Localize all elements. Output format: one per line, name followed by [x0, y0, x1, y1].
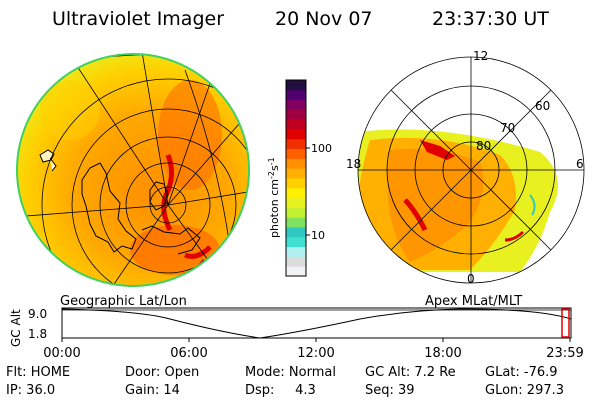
- colorbar-swatch: [286, 197, 306, 208]
- colorbar-swatch: [286, 148, 306, 159]
- colorbar-swatch: [286, 89, 306, 101]
- timeline-y-bottom: 1.8: [28, 327, 47, 341]
- apex-polar-map: 80 70 60 12 18 6 0: [346, 49, 585, 286]
- mlat-label-70: 70: [500, 121, 515, 135]
- timeline-x-tick: 23:59: [546, 346, 583, 361]
- colorbar-swatch: [286, 236, 306, 248]
- mlt-label-12: 12: [473, 49, 488, 63]
- geographic-map: [16, 53, 250, 287]
- right-map-label: Apex MLat/MLT: [425, 294, 522, 309]
- timeline-y-top: 9.0: [28, 307, 47, 321]
- current-time-marker: [561, 308, 570, 338]
- colorbar-swatch: [286, 80, 306, 91]
- colorbar-swatch: [286, 109, 306, 120]
- gain-status: Gain: 14: [125, 383, 180, 398]
- colorbar-swatch: [286, 187, 306, 199]
- colorbar-swatch: [286, 99, 306, 110]
- timeline-x-tick: 12:00: [297, 346, 334, 361]
- colorbar-swatch: [286, 168, 306, 179]
- colorbar-swatch: [286, 207, 306, 218]
- mlt-label-6: 6: [576, 157, 584, 171]
- colorbar-swatch: [286, 227, 306, 238]
- ip-status: IP: 36.0: [6, 383, 56, 398]
- colorbar-swatch: [286, 266, 306, 277]
- colorbar-swatch: [286, 158, 306, 169]
- left-map-label: Geographic Lat/Lon: [60, 294, 187, 309]
- timeline-x-tick: 06:00: [170, 346, 207, 361]
- mlt-label-0: 0: [467, 272, 475, 286]
- door-status: Door: Open: [125, 365, 200, 380]
- filter-status: Flt: HOME: [6, 365, 71, 380]
- colorbar-swatch: [286, 246, 306, 257]
- dsp-status: Dsp: 4.3: [245, 383, 316, 398]
- mlat-label-80: 80: [476, 139, 491, 153]
- colorbar-swatch: [286, 138, 306, 150]
- mlat-label-60: 60: [535, 99, 550, 113]
- gc-alt-status: GC Alt: 7.2 Re: [365, 365, 456, 380]
- colorbar-swatch: [286, 217, 306, 228]
- altitude-curve: [61, 308, 572, 339]
- instrument-title: Ultraviolet Imager: [52, 8, 225, 30]
- gc-altitude-timeline: Geographic Lat/Lon Apex MLat/MLT GC Alt …: [9, 294, 584, 361]
- observation-time: 23:37:30 UT: [432, 8, 549, 30]
- colorbar-swatch: [286, 119, 306, 130]
- colorbar-swatch: [286, 178, 306, 189]
- seq-status: Seq: 39: [365, 383, 415, 398]
- glat-status: GLat: -76.9: [485, 365, 558, 380]
- timeline-x-tick: 18:00: [424, 346, 461, 361]
- timeline-x-tick: 00:00: [43, 346, 80, 361]
- timeline-axis-label: GC Alt: [9, 309, 23, 347]
- colorbar: 100 10 photon cm-2s-1: [267, 79, 332, 277]
- observation-date: 20 Nov 07: [275, 8, 373, 30]
- timeline-frame: [61, 307, 572, 339]
- colorbar-tick-100: 100: [311, 142, 332, 155]
- mode-status: Mode: Normal: [245, 365, 336, 380]
- glon-status: GLon: 297.3: [485, 383, 565, 398]
- auroral-image-geo: [17, 54, 249, 286]
- mlt-label-18: 18: [346, 157, 361, 171]
- colorbar-swatch: [286, 129, 306, 140]
- colorbar-label: photon cm-2s-1: [267, 157, 281, 238]
- colorbar-swatch: [286, 256, 306, 267]
- colorbar-stack: [286, 80, 306, 277]
- colorbar-tick-10: 10: [311, 229, 325, 242]
